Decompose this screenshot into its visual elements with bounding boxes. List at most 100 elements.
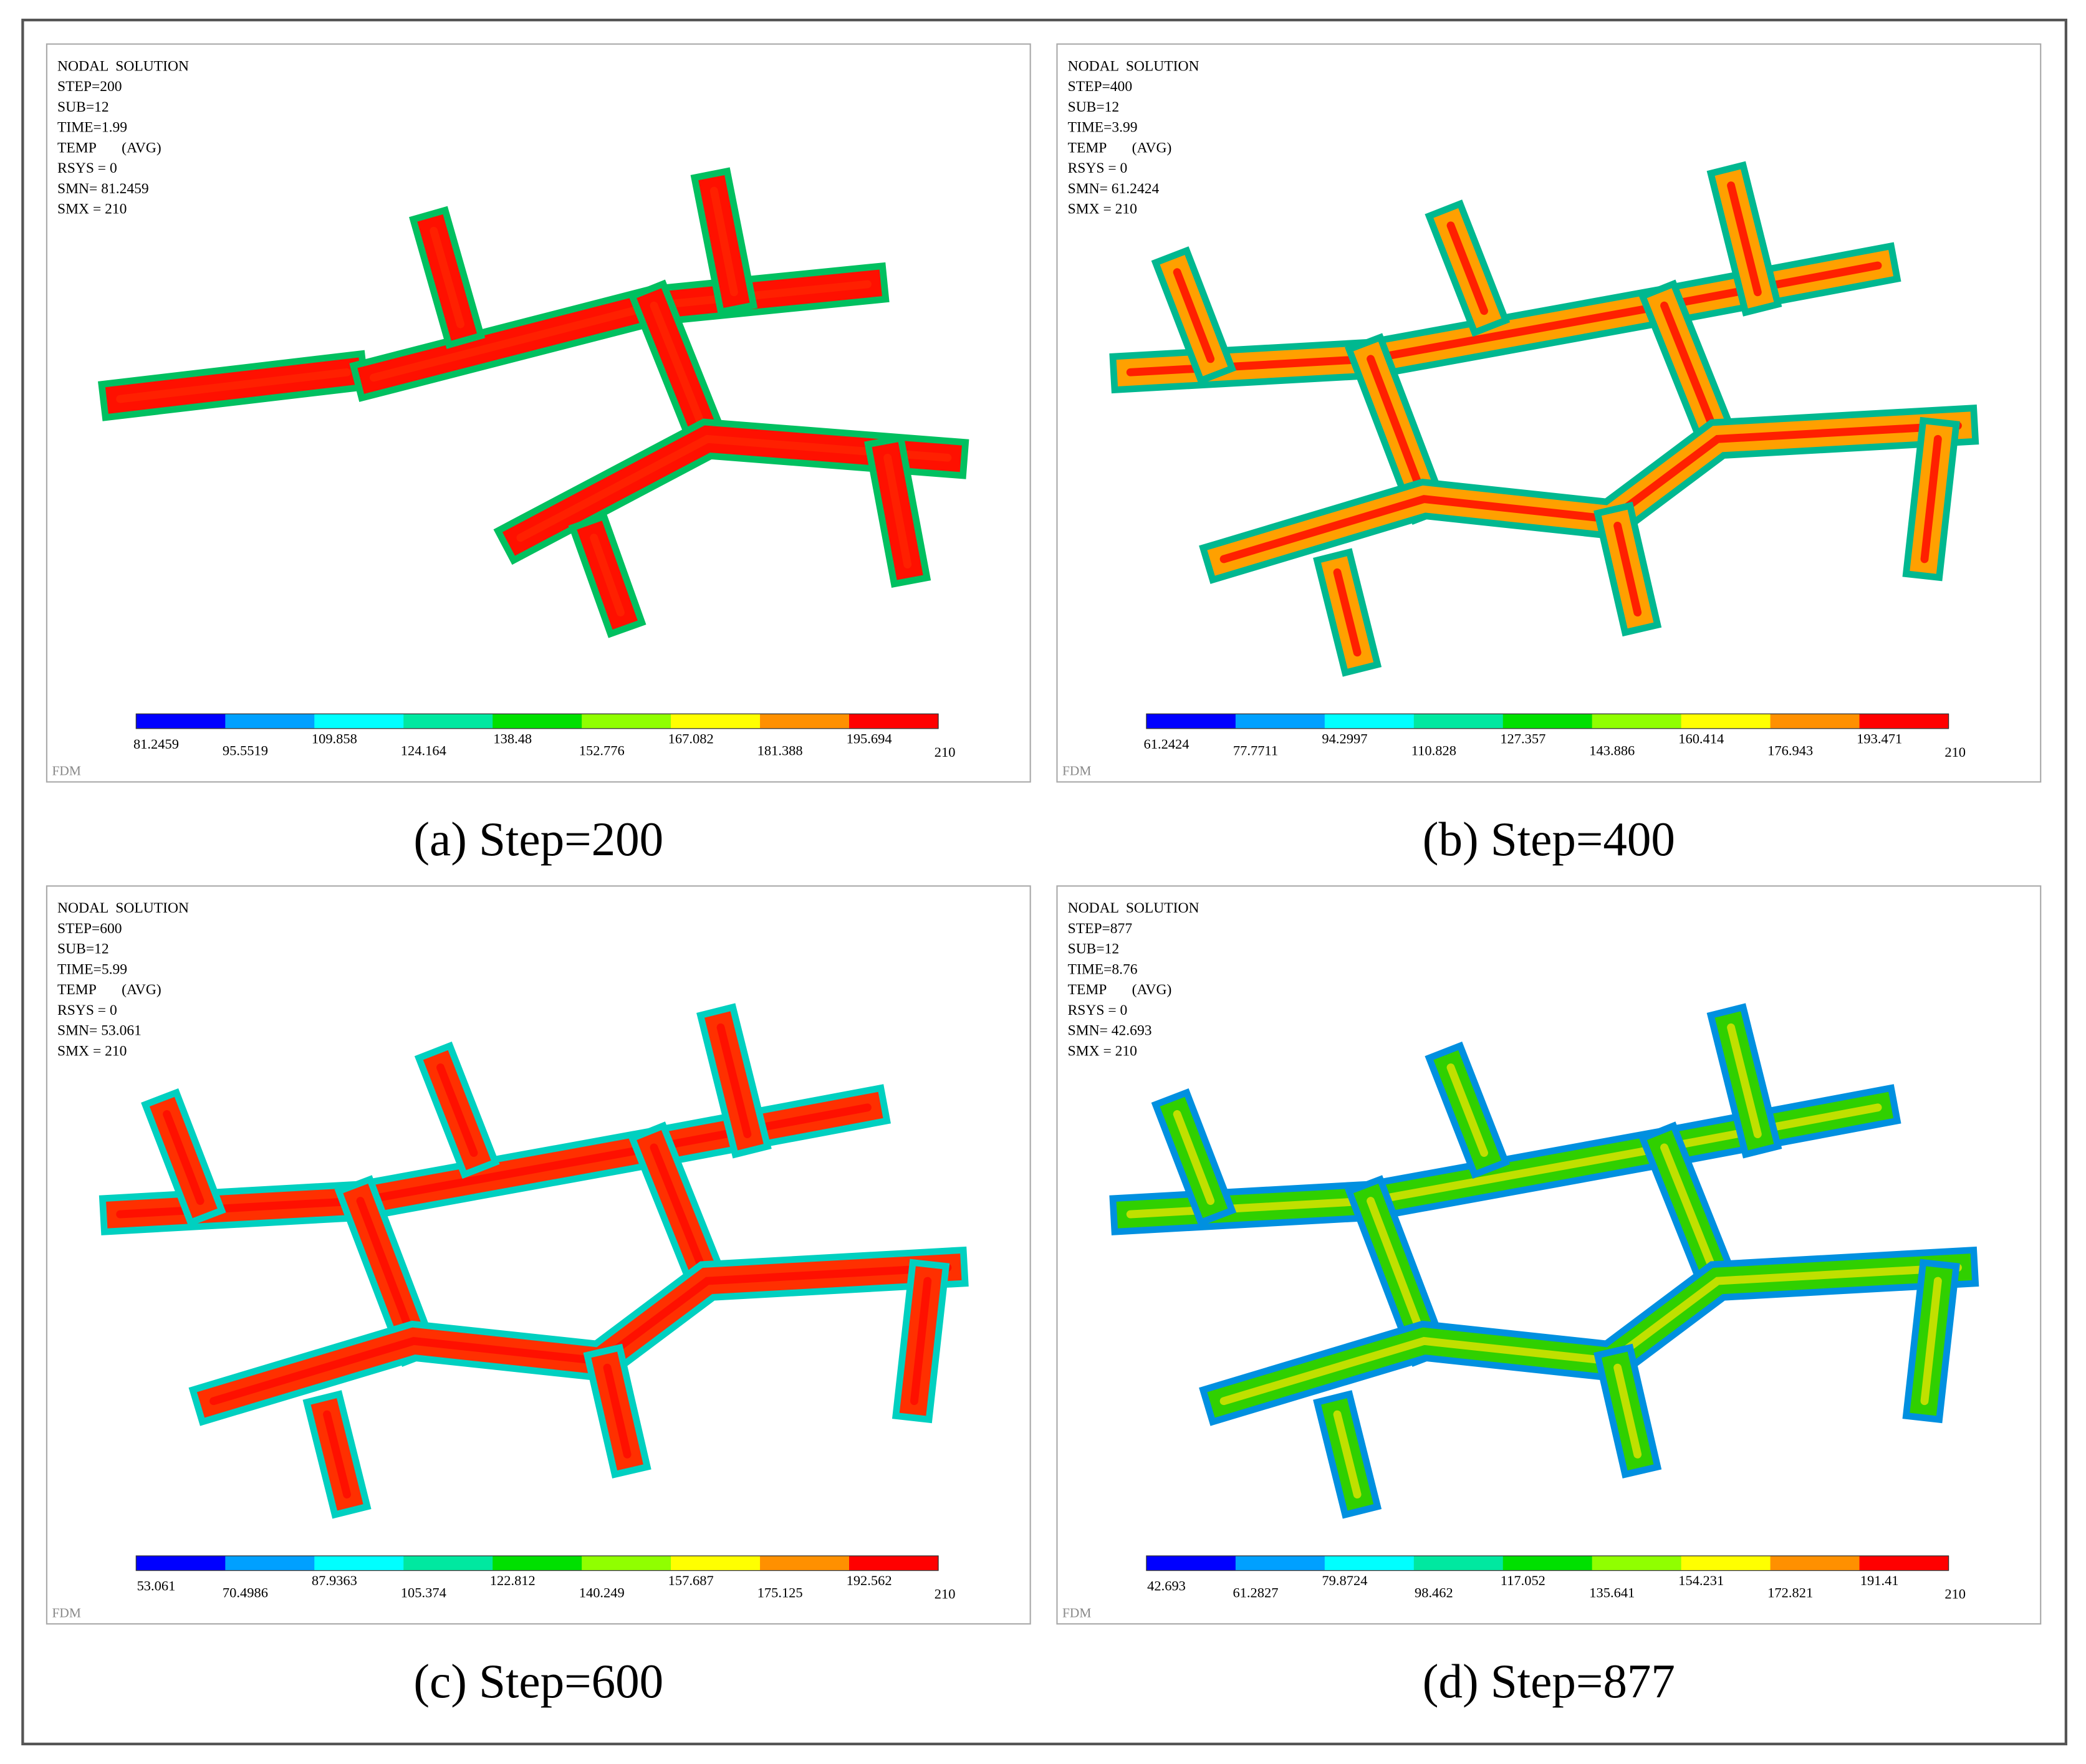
colorbar-label: 138.48 bbox=[493, 731, 532, 746]
colorbar-segment bbox=[582, 1556, 671, 1571]
colorbar-segment bbox=[1235, 714, 1325, 729]
colorbar-label: 181.388 bbox=[757, 743, 803, 759]
lattice-core bbox=[709, 186, 738, 297]
header-line: SMN= 61.2424 bbox=[1068, 181, 1160, 197]
header-line: SMN= 81.2459 bbox=[57, 181, 149, 197]
header-line: SMN= 42.693 bbox=[1068, 1023, 1152, 1039]
footer-label: FDM bbox=[1062, 1606, 1091, 1621]
colorbar-label: 61.2827 bbox=[1233, 1584, 1278, 1600]
colorbar-segment bbox=[848, 714, 939, 729]
lattice-core bbox=[1173, 1110, 1215, 1206]
colorbar-segment bbox=[403, 1556, 493, 1571]
lattice-core bbox=[650, 1143, 712, 1285]
colorbar-label: 154.231 bbox=[1678, 1573, 1724, 1588]
colorbar-label: 210 bbox=[1944, 1586, 1966, 1602]
colorbar-label: 95.5519 bbox=[223, 743, 268, 759]
colorbar-border bbox=[1146, 1555, 1949, 1571]
header-line: SMX = 210 bbox=[57, 1043, 127, 1060]
lattice-core bbox=[436, 1063, 478, 1157]
colorbar-label: 105.374 bbox=[401, 1584, 446, 1600]
colorbar-segment bbox=[493, 714, 582, 729]
header-line: NODAL SOLUTION bbox=[1068, 58, 1199, 74]
colorbar-label: 176.943 bbox=[1767, 743, 1813, 759]
colorbar-border bbox=[1146, 713, 1949, 729]
colorbar-segment bbox=[1592, 714, 1682, 729]
colorbar-label: 160.414 bbox=[1678, 731, 1724, 746]
header-line: STEP=877 bbox=[1068, 921, 1133, 937]
lattice-core bbox=[356, 1197, 418, 1345]
colorbar-label: 175.125 bbox=[757, 1584, 803, 1600]
colorbar-segment bbox=[225, 714, 315, 729]
footer-label: FDM bbox=[52, 1606, 80, 1621]
colorbar-label: 117.052 bbox=[1501, 1573, 1545, 1588]
colorbar-segment bbox=[1235, 1556, 1325, 1571]
header-line: STEP=200 bbox=[57, 79, 122, 95]
colorbar-label: 109.858 bbox=[312, 731, 357, 746]
colorbar-label: 210 bbox=[935, 1586, 956, 1602]
lattice-core bbox=[1446, 221, 1488, 315]
header-line: TIME=8.76 bbox=[1068, 961, 1138, 977]
colorbar-segment bbox=[1770, 714, 1860, 729]
colorbar-segment bbox=[314, 1556, 404, 1571]
lattice-core bbox=[883, 453, 912, 568]
colorbar-label: 210 bbox=[935, 744, 956, 760]
colorbar-segment bbox=[760, 1556, 850, 1571]
colorbar-segment bbox=[136, 714, 226, 729]
lattice-core bbox=[1660, 301, 1722, 443]
colorbar-label: 79.8724 bbox=[1322, 1573, 1367, 1588]
colorbar-label: 53.061 bbox=[137, 1578, 176, 1594]
panel: NODAL SOLUTION STEP=600 SUB=12 TIME=5.99 TEM… bbox=[46, 885, 1031, 1625]
colorbar-border bbox=[135, 1555, 939, 1571]
lattice-core bbox=[716, 1023, 752, 1139]
header-line: TEMP (AVG) bbox=[57, 140, 161, 156]
colorbar-segment bbox=[671, 714, 761, 729]
colorbar-label: 167.082 bbox=[668, 731, 714, 746]
colorbar-segment bbox=[1592, 1556, 1682, 1571]
lattice-core bbox=[1613, 1363, 1642, 1459]
colorbar-label: 42.693 bbox=[1147, 1578, 1186, 1594]
footer-label: FDM bbox=[52, 764, 80, 779]
lattice-core bbox=[1446, 1063, 1488, 1157]
colorbar-label: 157.687 bbox=[668, 1573, 714, 1588]
lattice-core bbox=[1920, 1277, 1942, 1406]
caption: (c) Step=600 bbox=[413, 1654, 663, 1708]
colorbar-segment bbox=[582, 714, 671, 729]
colorbar-segment bbox=[1502, 1556, 1593, 1571]
colorbar-segment bbox=[1146, 714, 1236, 729]
colorbar-segment bbox=[136, 1556, 226, 1571]
lattice-core bbox=[1727, 181, 1762, 297]
colorbar-label: 193.471 bbox=[1857, 731, 1902, 746]
lattice-core bbox=[1613, 522, 1642, 617]
panel: NODAL SOLUTION STEP=877 SUB=12 TIME=8.76 TEM… bbox=[1056, 885, 2042, 1625]
header-line: TEMP (AVG) bbox=[1068, 982, 1172, 998]
colorbar-segment bbox=[1681, 714, 1771, 729]
caption: (b) Step=400 bbox=[1423, 812, 1675, 866]
lattice-core bbox=[323, 1410, 352, 1499]
header-line: NODAL SOLUTION bbox=[1068, 900, 1199, 916]
colorbar-label: 122.812 bbox=[490, 1573, 536, 1588]
colorbar-label: 195.694 bbox=[847, 731, 892, 746]
header-line: TIME=5.99 bbox=[57, 961, 127, 977]
header-line: STEP=600 bbox=[57, 921, 122, 937]
lattice-core bbox=[1173, 268, 1215, 363]
header-line: RSYS = 0 bbox=[57, 1002, 117, 1019]
lattice-core bbox=[1920, 434, 1942, 563]
colorbar-segment bbox=[1324, 1556, 1415, 1571]
colorbar-segment bbox=[314, 714, 404, 729]
colorbar-label: 172.821 bbox=[1767, 1584, 1813, 1600]
colorbar-label: 110.828 bbox=[1411, 743, 1456, 759]
header-line: SMX = 210 bbox=[1068, 201, 1137, 218]
colorbar-segment bbox=[403, 714, 493, 729]
colorbar-segment bbox=[1502, 714, 1593, 729]
header-line: NODAL SOLUTION bbox=[57, 58, 189, 74]
panel: NODAL SOLUTION STEP=200 SUB=12 TIME=1.99 TEM… bbox=[46, 43, 1031, 783]
colorbar-label: 140.249 bbox=[579, 1584, 625, 1600]
colorbar-label: 61.2424 bbox=[1144, 736, 1190, 752]
header-line: SUB=12 bbox=[57, 941, 109, 957]
colorbar-label: 94.2997 bbox=[1322, 731, 1367, 746]
colorbar-border bbox=[135, 713, 939, 729]
header-line: SUB=12 bbox=[1068, 941, 1120, 957]
colorbar-segment bbox=[1859, 714, 1949, 729]
header-line: TEMP (AVG) bbox=[1068, 140, 1172, 156]
caption: (d) Step=877 bbox=[1423, 1654, 1675, 1708]
